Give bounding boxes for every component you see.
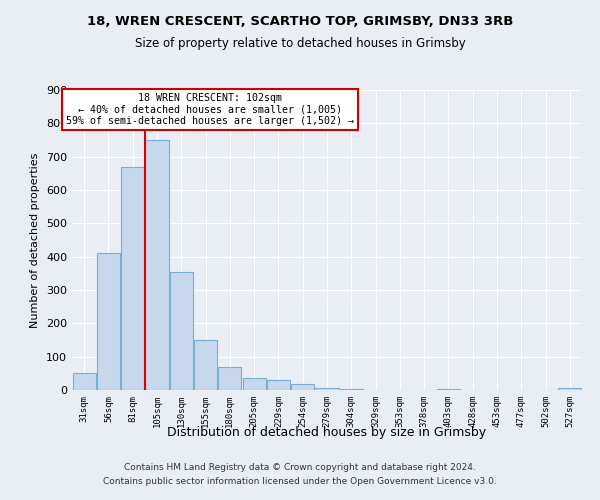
Bar: [73, 374, 95, 390]
Text: Size of property relative to detached houses in Grimsby: Size of property relative to detached ho…: [134, 38, 466, 51]
Bar: [340, 389, 363, 390]
Text: Distribution of detached houses by size in Grimsby: Distribution of detached houses by size …: [167, 426, 487, 439]
Text: Contains public sector information licensed under the Open Government Licence v3: Contains public sector information licen…: [103, 476, 497, 486]
Bar: [218, 366, 241, 390]
Bar: [145, 140, 169, 390]
Bar: [170, 272, 193, 390]
Bar: [316, 388, 338, 390]
Text: 18 WREN CRESCENT: 102sqm
← 40% of detached houses are smaller (1,005)
59% of sem: 18 WREN CRESCENT: 102sqm ← 40% of detach…: [66, 93, 354, 126]
Bar: [121, 166, 144, 390]
Bar: [437, 389, 460, 390]
Text: 18, WREN CRESCENT, SCARTHO TOP, GRIMSBY, DN33 3RB: 18, WREN CRESCENT, SCARTHO TOP, GRIMSBY,…: [87, 15, 513, 28]
Bar: [559, 388, 581, 390]
Bar: [291, 384, 314, 390]
Bar: [194, 340, 217, 390]
Bar: [267, 380, 290, 390]
Text: Contains HM Land Registry data © Crown copyright and database right 2024.: Contains HM Land Registry data © Crown c…: [124, 463, 476, 472]
Y-axis label: Number of detached properties: Number of detached properties: [31, 152, 40, 328]
Bar: [97, 254, 120, 390]
Bar: [242, 378, 266, 390]
